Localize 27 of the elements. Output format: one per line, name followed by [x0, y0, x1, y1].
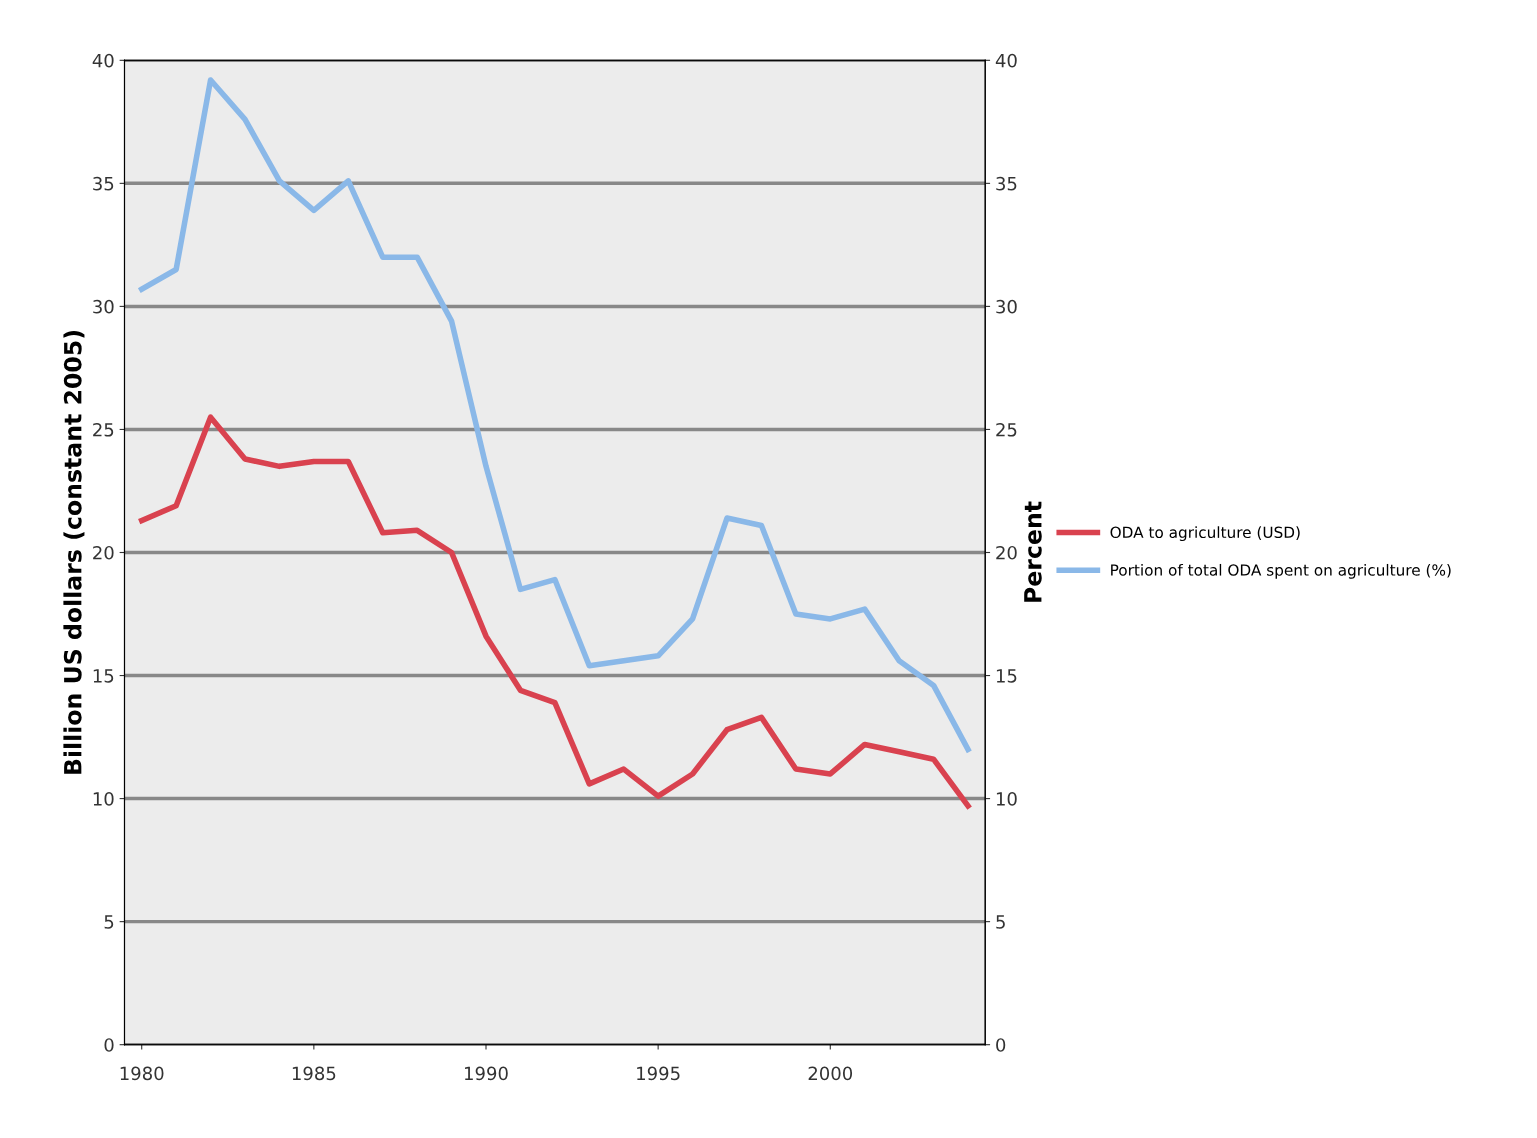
y2-tick-label: 30 [996, 299, 1017, 314]
y-tick-label: 0 [104, 1038, 114, 1052]
y-tick-label: 35 [93, 176, 114, 191]
x-tick-label: 2000 [808, 1066, 853, 1081]
legend-label: ODA to agriculture (USD) [1110, 526, 1300, 542]
y2-tick-label: 25 [996, 422, 1017, 437]
x-tick-label: 1985 [292, 1066, 336, 1081]
y-tick-label: 15 [93, 669, 114, 683]
legend-label: Portion of total ODA spent on agriculture (%) [1111, 563, 1451, 579]
y2-tick-label: 40 [995, 53, 1017, 68]
y2-tick-label: 0 [996, 1038, 1006, 1052]
x-tick-label: 1980 [120, 1066, 164, 1081]
y2-tick-label: 5 [996, 915, 1005, 929]
x-tick-label: 1995 [637, 1066, 680, 1081]
y-axis-title: Billion US dollars (constant 2005) [63, 330, 85, 774]
x-tick-label: 1990 [465, 1066, 508, 1081]
y2-axis-title: Percent [1024, 501, 1042, 602]
y2-tick-label: 10 [996, 792, 1017, 806]
y-tick-label: 10 [93, 792, 114, 806]
y-tick-label: 25 [93, 422, 114, 437]
y-tick-label: 30 [93, 299, 114, 314]
y-tick-label: 5 [104, 915, 114, 929]
y2-tick-label: 35 [996, 176, 1017, 191]
y-tick-label: 20 [93, 545, 114, 560]
y2-tick-label: 20 [996, 545, 1017, 560]
y-tick-label: 40 [92, 53, 114, 68]
y2-tick-label: 15 [996, 669, 1017, 683]
